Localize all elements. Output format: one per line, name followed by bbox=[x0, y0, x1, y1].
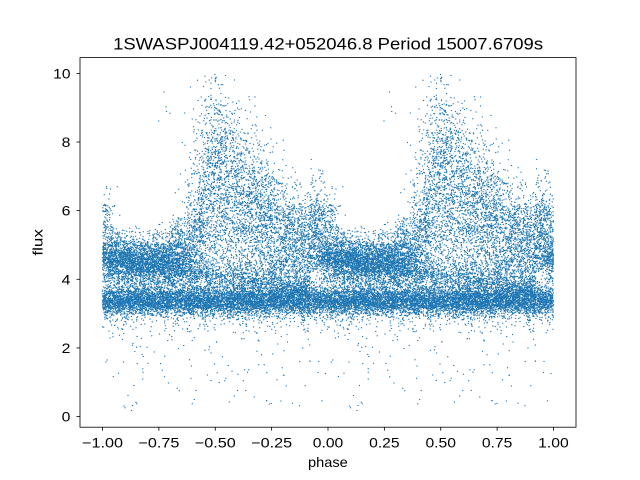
svg-text:1SWASPJ004119.42+052046.8 Peri: 1SWASPJ004119.42+052046.8 Period 15007.6… bbox=[113, 34, 543, 53]
svg-text:phase: phase bbox=[308, 454, 348, 470]
svg-text:8: 8 bbox=[62, 134, 71, 150]
svg-text:−0.25: −0.25 bbox=[251, 434, 292, 450]
svg-text:10: 10 bbox=[53, 65, 71, 81]
svg-text:0.25: 0.25 bbox=[369, 434, 400, 450]
svg-text:0.75: 0.75 bbox=[482, 434, 513, 450]
svg-text:−1.00: −1.00 bbox=[82, 434, 123, 450]
svg-text:0.50: 0.50 bbox=[425, 434, 456, 450]
svg-text:2: 2 bbox=[62, 340, 71, 356]
svg-text:−0.75: −0.75 bbox=[138, 434, 179, 450]
svg-text:6: 6 bbox=[62, 203, 71, 219]
svg-text:1.00: 1.00 bbox=[538, 434, 569, 450]
svg-text:−0.50: −0.50 bbox=[195, 434, 236, 450]
svg-text:0.00: 0.00 bbox=[313, 434, 344, 450]
svg-text:0: 0 bbox=[62, 409, 71, 425]
svg-text:flux: flux bbox=[30, 229, 46, 256]
svg-text:4: 4 bbox=[62, 271, 71, 287]
